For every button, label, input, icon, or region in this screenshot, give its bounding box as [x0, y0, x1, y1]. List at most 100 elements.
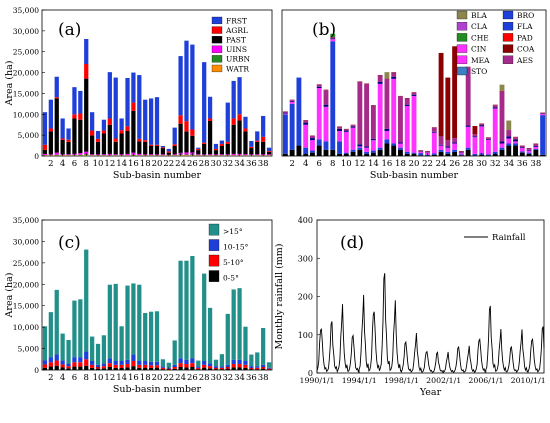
- bar-BRO-10: [343, 130, 349, 132]
- legend: >15° 10-15° 5-10° 0-5°: [208, 223, 249, 283]
- x-tick-label: 22: [163, 373, 174, 383]
- bar-PAST-9: [90, 135, 95, 155]
- bar-10-15°-33: [231, 359, 236, 364]
- bar-10-15°-8: [84, 351, 89, 360]
- x-tick-label: 1990/1/1: [299, 376, 334, 385]
- bar-MEA-4: [303, 124, 309, 148]
- bar-10-15°-25: [184, 359, 189, 364]
- bar-BLA-28: [465, 149, 471, 156]
- bar-10-15°-5: [66, 363, 71, 367]
- bar-MEA-19: [404, 105, 410, 152]
- bar-FLA-39: [540, 115, 546, 155]
- bar-PAST-6: [72, 118, 77, 154]
- bar-FRST-17: [137, 75, 142, 139]
- bar-BRO-37: [526, 149, 532, 151]
- bar-UINS-11: [101, 154, 107, 156]
- bar-10-15°-20: [154, 361, 160, 366]
- legend-swatch-COA: [502, 44, 514, 53]
- panel-b: 2 4 6 8 10 12 14 16 18 20 22 24 26 28 30 32 34 36 38Sub-ba…: [281, 9, 547, 181]
- bar-UINS-3: [54, 152, 59, 155]
- legend-label-AGRL: AGRL: [225, 26, 248, 35]
- bar-BLA-15: [377, 149, 383, 156]
- bar-BLA-2: [289, 149, 295, 156]
- bar-BRO-6: [316, 86, 322, 88]
- bar-FRST-33: [231, 80, 236, 119]
- bar-10-15°-11: [101, 363, 107, 367]
- y-tick-label: 400: [298, 216, 313, 225]
- bar-CLA-34: [506, 130, 512, 137]
- panel-a: 2 4 6 8 10 12 14 16 18 20 22 24 26 28 30 32 34 36 38Sub-ba…: [4, 6, 273, 181]
- legend-swatch-0-5°: [208, 270, 220, 282]
- y-axis-label: Area (ha): [4, 61, 15, 107]
- bar->15°-39: [266, 362, 272, 368]
- bar-BRO-11: [350, 126, 356, 128]
- bar-URBN-25: [184, 154, 189, 156]
- bar-FRST-35: [243, 116, 248, 129]
- bar-BLA-7: [323, 149, 329, 156]
- y-axis: 0 5,000 10,000 15,000 20,000 25,000 30,000 35,0…: [4, 6, 45, 161]
- bar-PAST-21: [160, 148, 166, 155]
- bar-MEA-25: [445, 147, 451, 152]
- x-tick-label: 20: [409, 159, 420, 169]
- bar-BRO-12: [357, 144, 363, 147]
- bar-PAST-4: [60, 139, 65, 155]
- legend-swatch-PAST: [211, 36, 223, 44]
- bar-BRO-18: [398, 142, 403, 144]
- bar-BLA-19: [404, 153, 410, 156]
- bar-BRO-29: [472, 136, 478, 138]
- bar-BRO-35: [513, 139, 518, 142]
- legend-swatch-CIN: [456, 44, 468, 53]
- bar-CIN-34: [506, 120, 512, 130]
- bar-PAST-18: [143, 141, 148, 155]
- bar-CLA-36: [519, 145, 525, 148]
- bar-BRO-4: [303, 122, 309, 125]
- bar-AGRL-12: [107, 118, 112, 125]
- bar-10-15°-9: [90, 361, 95, 365]
- bar-BLA-31: [486, 155, 491, 156]
- x-tick-label: 26: [449, 159, 460, 169]
- bar-FRST-4: [60, 118, 65, 139]
- x-tick-label: 28: [199, 159, 210, 169]
- x-axis: 1990/1/1 1994/1/1 1998/1/1 2002/1/1 2006/1/1…: [299, 370, 546, 398]
- x-axis: 2 4 6 8 10 12 14 16 18 20 22 24 26 28 30 32 34 36 38Sub-ba…: [289, 153, 541, 181]
- bar-CLA-30: [479, 123, 485, 126]
- bar-5-10°-39: [266, 368, 272, 370]
- legend-label-FLA: FLA: [517, 22, 533, 31]
- bar-FRST-21: [160, 145, 166, 148]
- bar-FRST-24: [178, 56, 183, 116]
- bar-CLA-11: [350, 125, 356, 127]
- bar->15°-6: [72, 300, 77, 358]
- x-tick-label: 12: [104, 373, 115, 383]
- bar-PAST-29: [207, 120, 213, 155]
- bar-FRST-7: [78, 90, 83, 114]
- bar-UINS-23: [172, 154, 177, 156]
- bar-BRO-15: [377, 81, 383, 84]
- bar-0-5°-11: [101, 368, 107, 370]
- bar-FLA-6: [316, 139, 322, 146]
- bar-0-5°-3: [54, 365, 59, 370]
- bar-FRST-16: [131, 72, 136, 103]
- bar->15°-19: [148, 311, 154, 362]
- bar-0-5°-1: [42, 367, 48, 370]
- y-tick-label: 300: [298, 254, 313, 263]
- bar-5-10°-31: [219, 367, 224, 370]
- legend-label-MEA: MEA: [471, 56, 490, 65]
- bar-PAST-25: [184, 131, 189, 153]
- bar-UINS-29: [207, 154, 213, 156]
- bar-UINS-21: [160, 154, 166, 156]
- bar-FRST-14: [119, 118, 124, 131]
- bar-CLA-38: [533, 143, 539, 146]
- bar-10-15°-38: [261, 364, 266, 367]
- bar-BRO-31: [486, 138, 491, 140]
- bar-PAST-30: [213, 150, 219, 155]
- bar-AGRL-20: [154, 144, 160, 146]
- panel-label-c: (c): [58, 233, 81, 253]
- bar-BLA-18: [398, 149, 403, 156]
- bar-FLA-7: [323, 141, 329, 150]
- x-tick-label: 22: [163, 159, 174, 169]
- x-tick-label: 26: [187, 159, 198, 169]
- bar-PAST-11: [101, 133, 107, 155]
- bar-5-10°-9: [90, 364, 95, 368]
- bar-FLA-12: [357, 147, 363, 150]
